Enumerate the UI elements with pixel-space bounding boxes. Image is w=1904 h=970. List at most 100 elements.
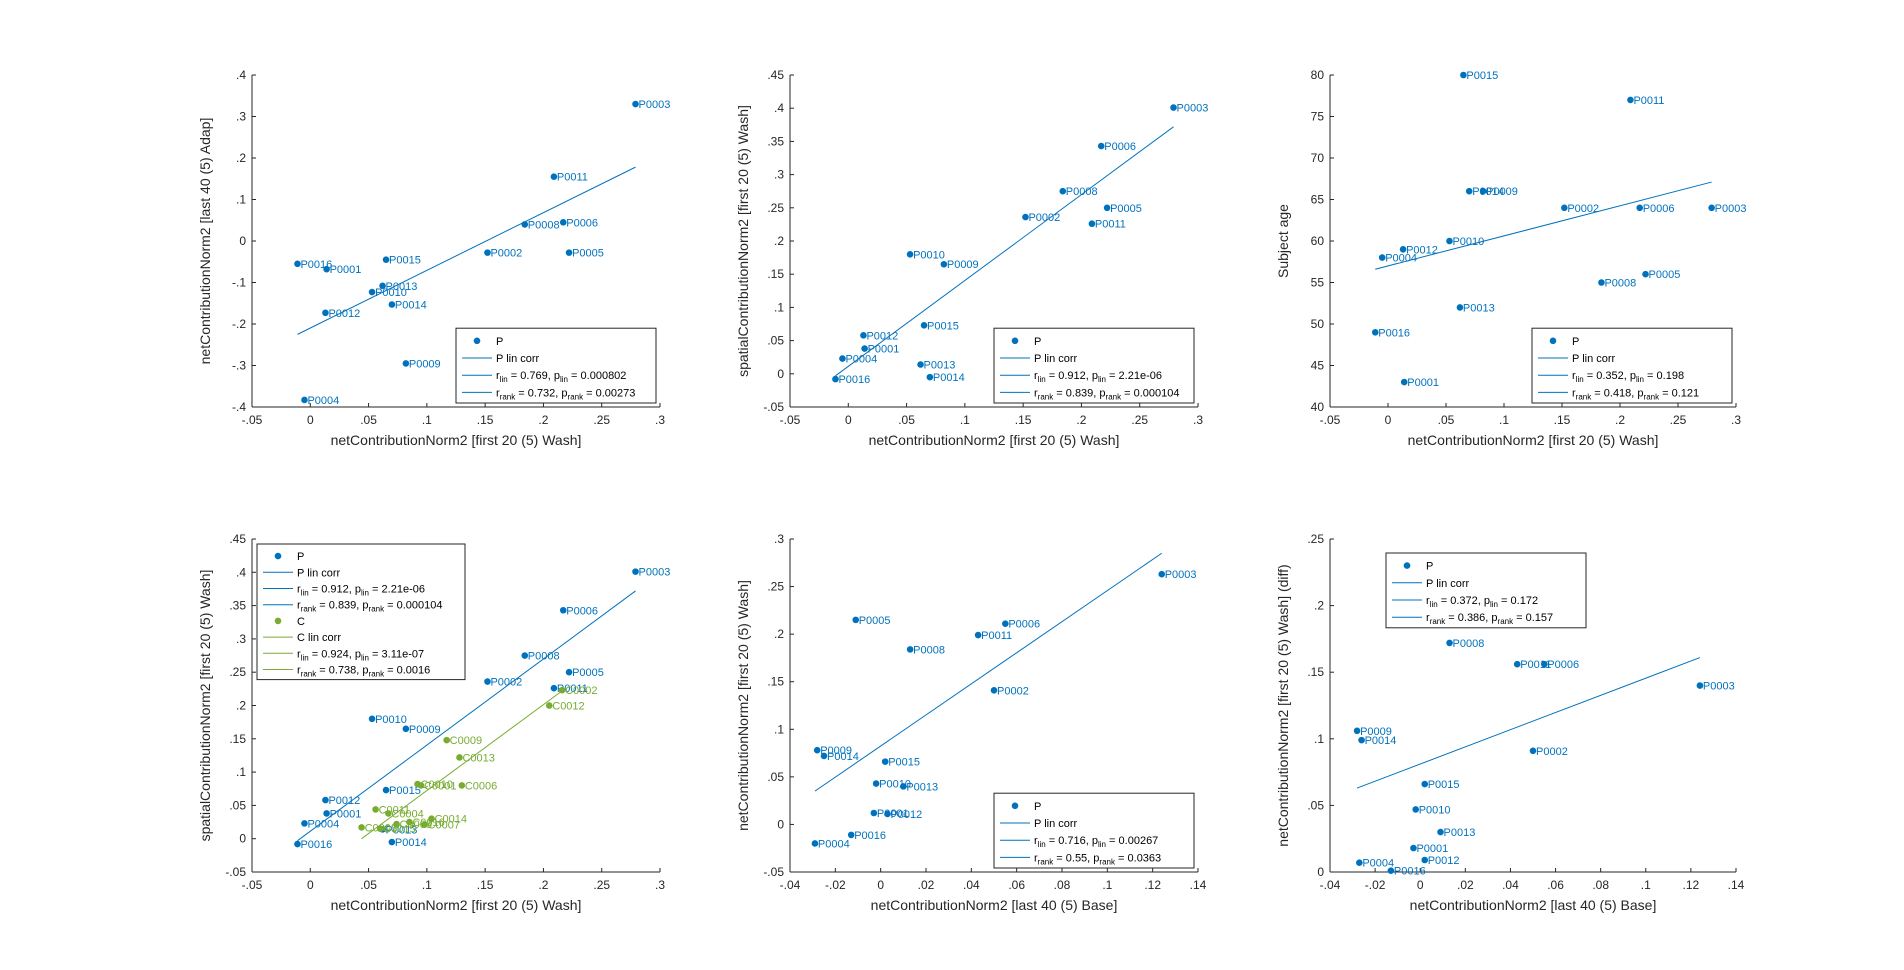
data-point xyxy=(926,373,934,381)
point-label: P0009 xyxy=(409,358,441,370)
legend-text: rlin = 0.912, plin = 2.21e-06 xyxy=(297,584,425,598)
legend-text: P lin corr xyxy=(496,353,540,365)
point-label: P0012 xyxy=(328,795,360,807)
point-label: P0009 xyxy=(1486,186,1518,198)
legend-text: rrank = 0.839, prank = 0.000104 xyxy=(297,600,443,614)
x-tick-label: .2 xyxy=(538,878,548,892)
fit-line-P xyxy=(835,126,1174,377)
data-point xyxy=(1399,246,1407,253)
fit-line-P xyxy=(297,590,636,842)
y-axis-label: spatialContributionNorm2 [first 20 (5) W… xyxy=(197,570,213,842)
point-label: P0014 xyxy=(1472,186,1504,198)
legend-marker xyxy=(473,337,481,345)
x-axis-label: netContributionNorm2 [first 20 (5) Wash] xyxy=(869,432,1120,448)
data-point xyxy=(1353,727,1361,735)
point-label: P0003 xyxy=(1177,103,1209,115)
x-tick-label: .3 xyxy=(1193,413,1203,427)
x-tick-label: .3 xyxy=(1731,413,1741,427)
point-label: P0006 xyxy=(1643,203,1675,215)
point-label: P0005 xyxy=(572,248,604,260)
point-label: P0014 xyxy=(1365,735,1397,747)
y-tick-label: 50 xyxy=(1311,317,1325,331)
point-label: P0004 xyxy=(1385,253,1417,265)
data-point xyxy=(456,754,463,761)
legend-text: C lin corr xyxy=(297,632,341,644)
x-tick-label: -.02 xyxy=(1365,878,1386,892)
x-tick-label: .15 xyxy=(1554,413,1571,427)
data-point xyxy=(323,265,330,273)
legend-text: rrank = 0.386, prank = 0.157 xyxy=(1426,612,1553,626)
point-label: P0012 xyxy=(866,330,898,342)
data-point xyxy=(1529,747,1537,755)
x-tick-label: .05 xyxy=(1438,413,1455,427)
point-label: P0004 xyxy=(845,354,877,366)
point-label: P0008 xyxy=(1453,638,1485,650)
y-tick-label: .15 xyxy=(767,267,784,281)
point-label: P0015 xyxy=(927,320,959,332)
point-label: P0002 xyxy=(490,677,522,689)
y-tick-label: .1 xyxy=(774,722,784,736)
y-tick-label: .45 xyxy=(229,532,246,546)
x-tick-label: -.05 xyxy=(1320,413,1341,427)
legend-text: rlin = 0.716, plin = 0.00267 xyxy=(1034,835,1158,849)
data-point xyxy=(1456,304,1464,311)
legend-marker xyxy=(1549,337,1557,345)
data-point xyxy=(881,758,889,765)
point-label: P0003 xyxy=(1715,203,1747,215)
point-label: C0007 xyxy=(428,820,460,832)
legend-text: P xyxy=(1572,336,1579,348)
legend-text: rlin = 0.352, plin = 0.198 xyxy=(1572,370,1684,384)
y-tick-label: 65 xyxy=(1311,193,1325,207)
point-label: P0009 xyxy=(947,259,979,271)
legend-marker xyxy=(274,617,282,625)
data-point xyxy=(294,260,301,268)
data-point xyxy=(550,173,558,180)
data-point xyxy=(417,782,425,789)
x-tick-label: 0 xyxy=(307,878,314,892)
legend-text: rrank = 0.738, prank = 0.0016 xyxy=(297,665,430,679)
data-point xyxy=(1410,844,1417,852)
point-label: C0008 xyxy=(400,819,432,831)
y-tick-label: .25 xyxy=(767,201,784,215)
data-point xyxy=(1561,204,1568,212)
x-tick-label: .05 xyxy=(898,413,915,427)
point-label: P0001 xyxy=(877,808,909,820)
data-point xyxy=(294,840,301,848)
x-tick-label: .1 xyxy=(960,413,970,427)
data-point xyxy=(1421,856,1429,864)
data-point xyxy=(484,678,491,685)
point-label: P0003 xyxy=(1165,569,1197,581)
legend-text: rlin = 0.924, plin = 3.11e-07 xyxy=(297,648,424,662)
data-point xyxy=(559,219,567,226)
data-point xyxy=(852,616,860,624)
x-tick-label: .15 xyxy=(477,413,494,427)
point-label: P0013 xyxy=(386,824,418,836)
point-label: C0012 xyxy=(552,701,584,713)
point-label: P0006 xyxy=(1104,141,1136,153)
x-tick-label: 0 xyxy=(1417,878,1424,892)
data-point xyxy=(1378,254,1386,261)
data-point xyxy=(820,752,828,760)
data-point xyxy=(1696,682,1704,689)
x-tick-label: 0 xyxy=(1385,413,1392,427)
point-label: P0012 xyxy=(1406,244,1438,256)
y-tick-label: .35 xyxy=(229,599,246,613)
y-tick-label: .05 xyxy=(1307,798,1324,812)
point-label: P0014 xyxy=(395,299,427,311)
legend-text: P lin corr xyxy=(1034,353,1078,365)
y-tick-label: .45 xyxy=(767,68,784,82)
y-tick-label: .4 xyxy=(774,101,784,115)
x-tick-label: .08 xyxy=(1054,878,1071,892)
point-label: C0014 xyxy=(435,814,467,826)
data-point xyxy=(521,652,529,659)
x-tick-label: 0 xyxy=(307,413,314,427)
data-point xyxy=(1412,806,1420,813)
y-tick-label: .1 xyxy=(236,193,246,207)
data-point xyxy=(1540,660,1548,668)
x-tick-label: .25 xyxy=(593,878,610,892)
y-tick-label: .15 xyxy=(229,732,246,746)
data-point xyxy=(521,221,529,228)
data-point xyxy=(1400,378,1408,386)
point-label: P0002 xyxy=(997,685,1029,697)
